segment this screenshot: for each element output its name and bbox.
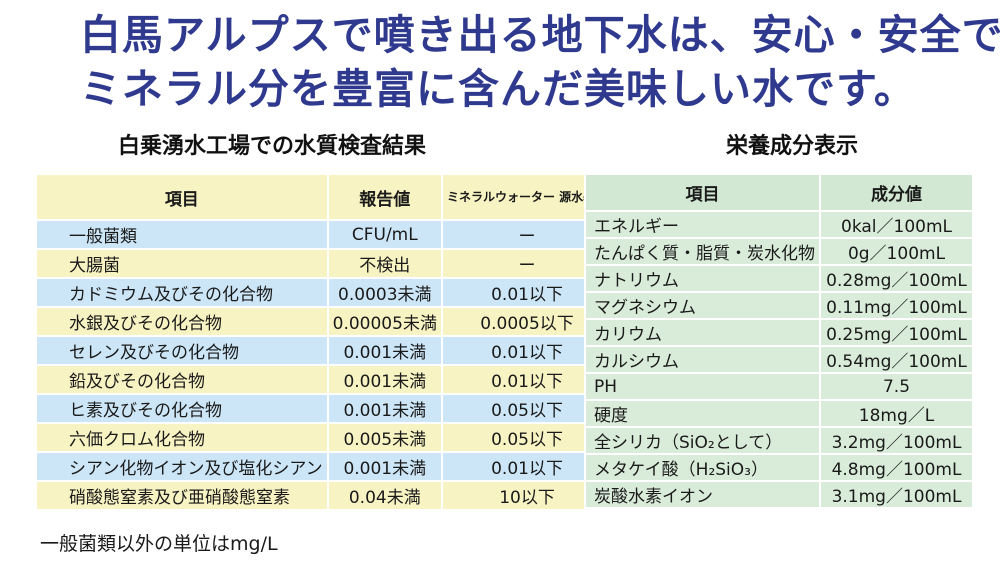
column-header-item: 項目 xyxy=(584,173,821,212)
table-row: 水銀及びその化合物 0.00005未満 0.0005以下 xyxy=(35,306,614,337)
water-quality-header-row: 項目 報告値 ミネラルウォーター 源水基準 xyxy=(35,173,614,221)
column-header-item: 項目 xyxy=(35,173,329,221)
table-row: たんぱく質・脂質・炭水化物 0g／100mL xyxy=(584,237,974,266)
table-row: エネルギー 0kal／100mL xyxy=(584,210,974,239)
reported-value-cell: 0.005未満 xyxy=(326,422,443,453)
headline: 白馬アルプスで噴き出る地下水は、安心・安全で ミネラル分を豊富に含んだ美味しい水… xyxy=(80,8,1000,116)
reported-value-cell: 0.04未満 xyxy=(326,480,443,511)
item-cell: メタケイ酸（H₂SiO₃） xyxy=(584,453,821,482)
item-cell: 大腸菌 xyxy=(35,248,329,279)
table-row: カリウム 0.25mg／100mL xyxy=(584,318,974,347)
table-row: セレン及びその化合物 0.001未満 0.01以下 xyxy=(35,335,614,366)
nutrition-title: 栄養成分表示 xyxy=(726,134,859,159)
standard-cell: 10以下 xyxy=(440,480,614,511)
item-cell: 全シリカ（SiO₂として） xyxy=(584,426,821,455)
standard-cell: 0.0005以下 xyxy=(440,306,614,337)
item-cell: カドミウム及びその化合物 xyxy=(35,277,329,308)
value-cell: 0kal／100mL xyxy=(819,210,974,239)
item-cell: 水銀及びその化合物 xyxy=(35,306,329,337)
reported-value-cell: 0.001未満 xyxy=(326,393,443,424)
water-quality-title: 白乗湧水工場での水質検査結果 xyxy=(118,134,427,159)
table-row: 大腸菌 不検出ー xyxy=(35,248,614,279)
value-cell: 0.25mg／100mL xyxy=(819,318,974,347)
column-header-value: 成分値 xyxy=(819,173,974,212)
footnote: 一般菌類以外の単位はmg/L xyxy=(40,533,278,555)
item-cell: 炭酸水素イオン xyxy=(584,480,821,509)
table-row: ヒ素及びその化合物 0.001未満 0.05以下 xyxy=(35,393,614,424)
reported-value-cell: 0.001未満 xyxy=(326,364,443,395)
item-cell: 硝酸態窒素及び亜硝酸態窒素 xyxy=(35,480,329,511)
reported-value-cell: CFU/mL xyxy=(326,219,443,250)
table-row: 硝酸態窒素及び亜硝酸態窒素 0.04未満 10以下 xyxy=(35,480,614,511)
item-cell: カルシウム xyxy=(584,345,821,374)
item-cell: シアン化物イオン及び塩化シアン xyxy=(35,451,329,482)
value-cell: 3.2mg／100mL xyxy=(819,426,974,455)
table-row: 六価クロム化合物 0.005未満 0.05以下 xyxy=(35,422,614,453)
table-row: 一般菌類 CFU/mL ー xyxy=(35,219,614,250)
reported-value-cell: 0.0003未満 xyxy=(326,277,443,308)
value-cell: 0.54mg／100mL xyxy=(819,345,974,374)
value-cell: 0g／100mL xyxy=(819,237,974,266)
column-header-reported-value: 報告値 xyxy=(326,173,443,221)
table-row: カルシウム 0.54mg／100mL xyxy=(584,345,974,374)
table-row: 全シリカ（SiO₂として） 3.2mg／100mL xyxy=(584,426,974,455)
item-cell: 鉛及びその化合物 xyxy=(35,364,329,395)
item-cell: ナトリウム xyxy=(584,264,821,293)
water-quality-table: 項目 報告値 ミネラルウォーター 源水基準 一般菌類 CFU/mL ー大腸菌 不検出ー… xyxy=(35,173,614,511)
item-cell: エネルギー xyxy=(584,210,821,239)
headline-line-1: 白馬アルプスで噴き出る地下水は、安心・安全で xyxy=(80,11,1000,59)
item-cell: マグネシウム xyxy=(584,291,821,320)
item-cell: 六価クロム化合物 xyxy=(35,422,329,453)
nutrition-table: 項目 成分値 エネルギー 0kal／100mL たんぱく質・脂質・炭水化物 0g／10… xyxy=(584,173,974,509)
table-row: ナトリウム 0.28mg／100mL xyxy=(584,264,974,293)
value-cell: 4.8mg／100mL xyxy=(819,453,974,482)
table-row: 炭酸水素イオン 3.1mg／100mL xyxy=(584,480,974,509)
table-row: メタケイ酸（H₂SiO₃） 4.8mg／100mL xyxy=(584,453,974,482)
table-row: 硬度 18mg／L xyxy=(584,399,974,428)
item-cell: たんぱく質・脂質・炭水化物 xyxy=(584,237,821,266)
item-cell: カリウム xyxy=(584,318,821,347)
table-row: 鉛及びその化合物 0.001未満 0.01以下 xyxy=(35,364,614,395)
item-cell: PH xyxy=(584,372,821,401)
table-row: マグネシウム 0.11mg／100mL xyxy=(584,291,974,320)
table-row: PH 7.5 xyxy=(584,372,974,401)
item-cell: ヒ素及びその化合物 xyxy=(35,393,329,424)
headline-line-2: ミネラル分を豊富に含んだ美味しい水です。 xyxy=(80,65,916,113)
reported-value-cell: 不検出 xyxy=(326,248,443,279)
value-cell: 18mg／L xyxy=(819,399,974,428)
reported-value-cell: 0.001未満 xyxy=(326,335,443,366)
item-cell: セレン及びその化合物 xyxy=(35,335,329,366)
value-cell: 0.28mg／100mL xyxy=(819,264,974,293)
nutrition-header-row: 項目 成分値 xyxy=(584,173,974,212)
reported-value-cell: 0.001未満 xyxy=(326,451,443,482)
value-cell: 3.1mg／100mL xyxy=(819,480,974,509)
table-row: カドミウム及びその化合物 0.0003未満 0.01以下 xyxy=(35,277,614,308)
item-cell: 硬度 xyxy=(584,399,821,428)
table-row: シアン化物イオン及び塩化シアン 0.001未満 0.01以下 xyxy=(35,451,614,482)
value-cell: 0.11mg／100mL xyxy=(819,291,974,320)
reported-value-cell: 0.00005未満 xyxy=(326,306,443,337)
value-cell: 7.5 xyxy=(819,372,974,401)
item-cell: 一般菌類 xyxy=(35,219,329,250)
